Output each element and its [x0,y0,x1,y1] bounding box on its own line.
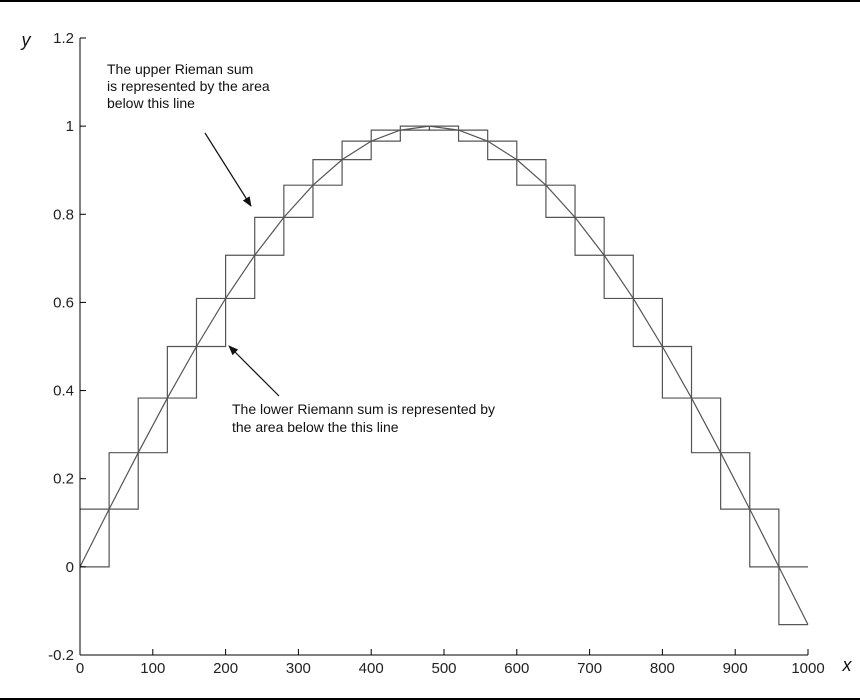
y-tick-label: 0.2 [53,471,74,488]
lower-sum-annotation-line: the area below the this line [232,419,399,435]
y-axis-label: y [20,30,32,50]
upper-sum-annotation-line: The upper Rieman sum [107,61,253,77]
right-endpoint-step-line [80,125,808,626]
plot-area [79,125,809,626]
x-tick-label: 1000 [791,660,824,677]
x-tick-label: 600 [504,660,529,677]
left-endpoint-step-line [80,125,808,568]
lower-sum-arrow [228,345,280,397]
upper-sum-annotation-line: is represented by the area [107,78,270,94]
x-tick-label: 100 [140,660,165,677]
x-axis-label: x [842,655,853,675]
x-tick-label: 800 [650,660,675,677]
x-tick-label: 300 [286,660,311,677]
y-tick-label: 0.8 [53,206,74,223]
x-tick-label: 0 [76,660,84,677]
x-tick-label: 400 [359,660,384,677]
function-curve [79,125,809,625]
axes: 0 100 200 300 400 500 600 700 800 900 1000-0.200.2… [48,30,825,677]
y-tick-label: 1.2 [53,30,74,47]
lower-sum-annotation-line: The lower Riemann sum is represented by [232,401,495,417]
x-tick-label: 200 [213,660,238,677]
upper-sum-annotation: The upper Rieman sum is represented by t… [107,61,274,111]
upper-sum-annotation-line: below this line [107,95,195,111]
y-tick-label: 0.6 [53,294,74,311]
x-tick-label: 700 [577,660,602,677]
lower-sum-annotation: The lower Riemann sum is represented by … [232,401,499,435]
y-tick-label: -0.2 [48,647,74,664]
y-tick-label: 1 [66,118,74,135]
y-tick-label: 0.4 [53,383,74,400]
x-tick-label: 500 [431,660,456,677]
y-tick-label: 0 [66,559,74,576]
x-tick-label: 900 [723,660,748,677]
upper-sum-arrow [204,132,252,207]
